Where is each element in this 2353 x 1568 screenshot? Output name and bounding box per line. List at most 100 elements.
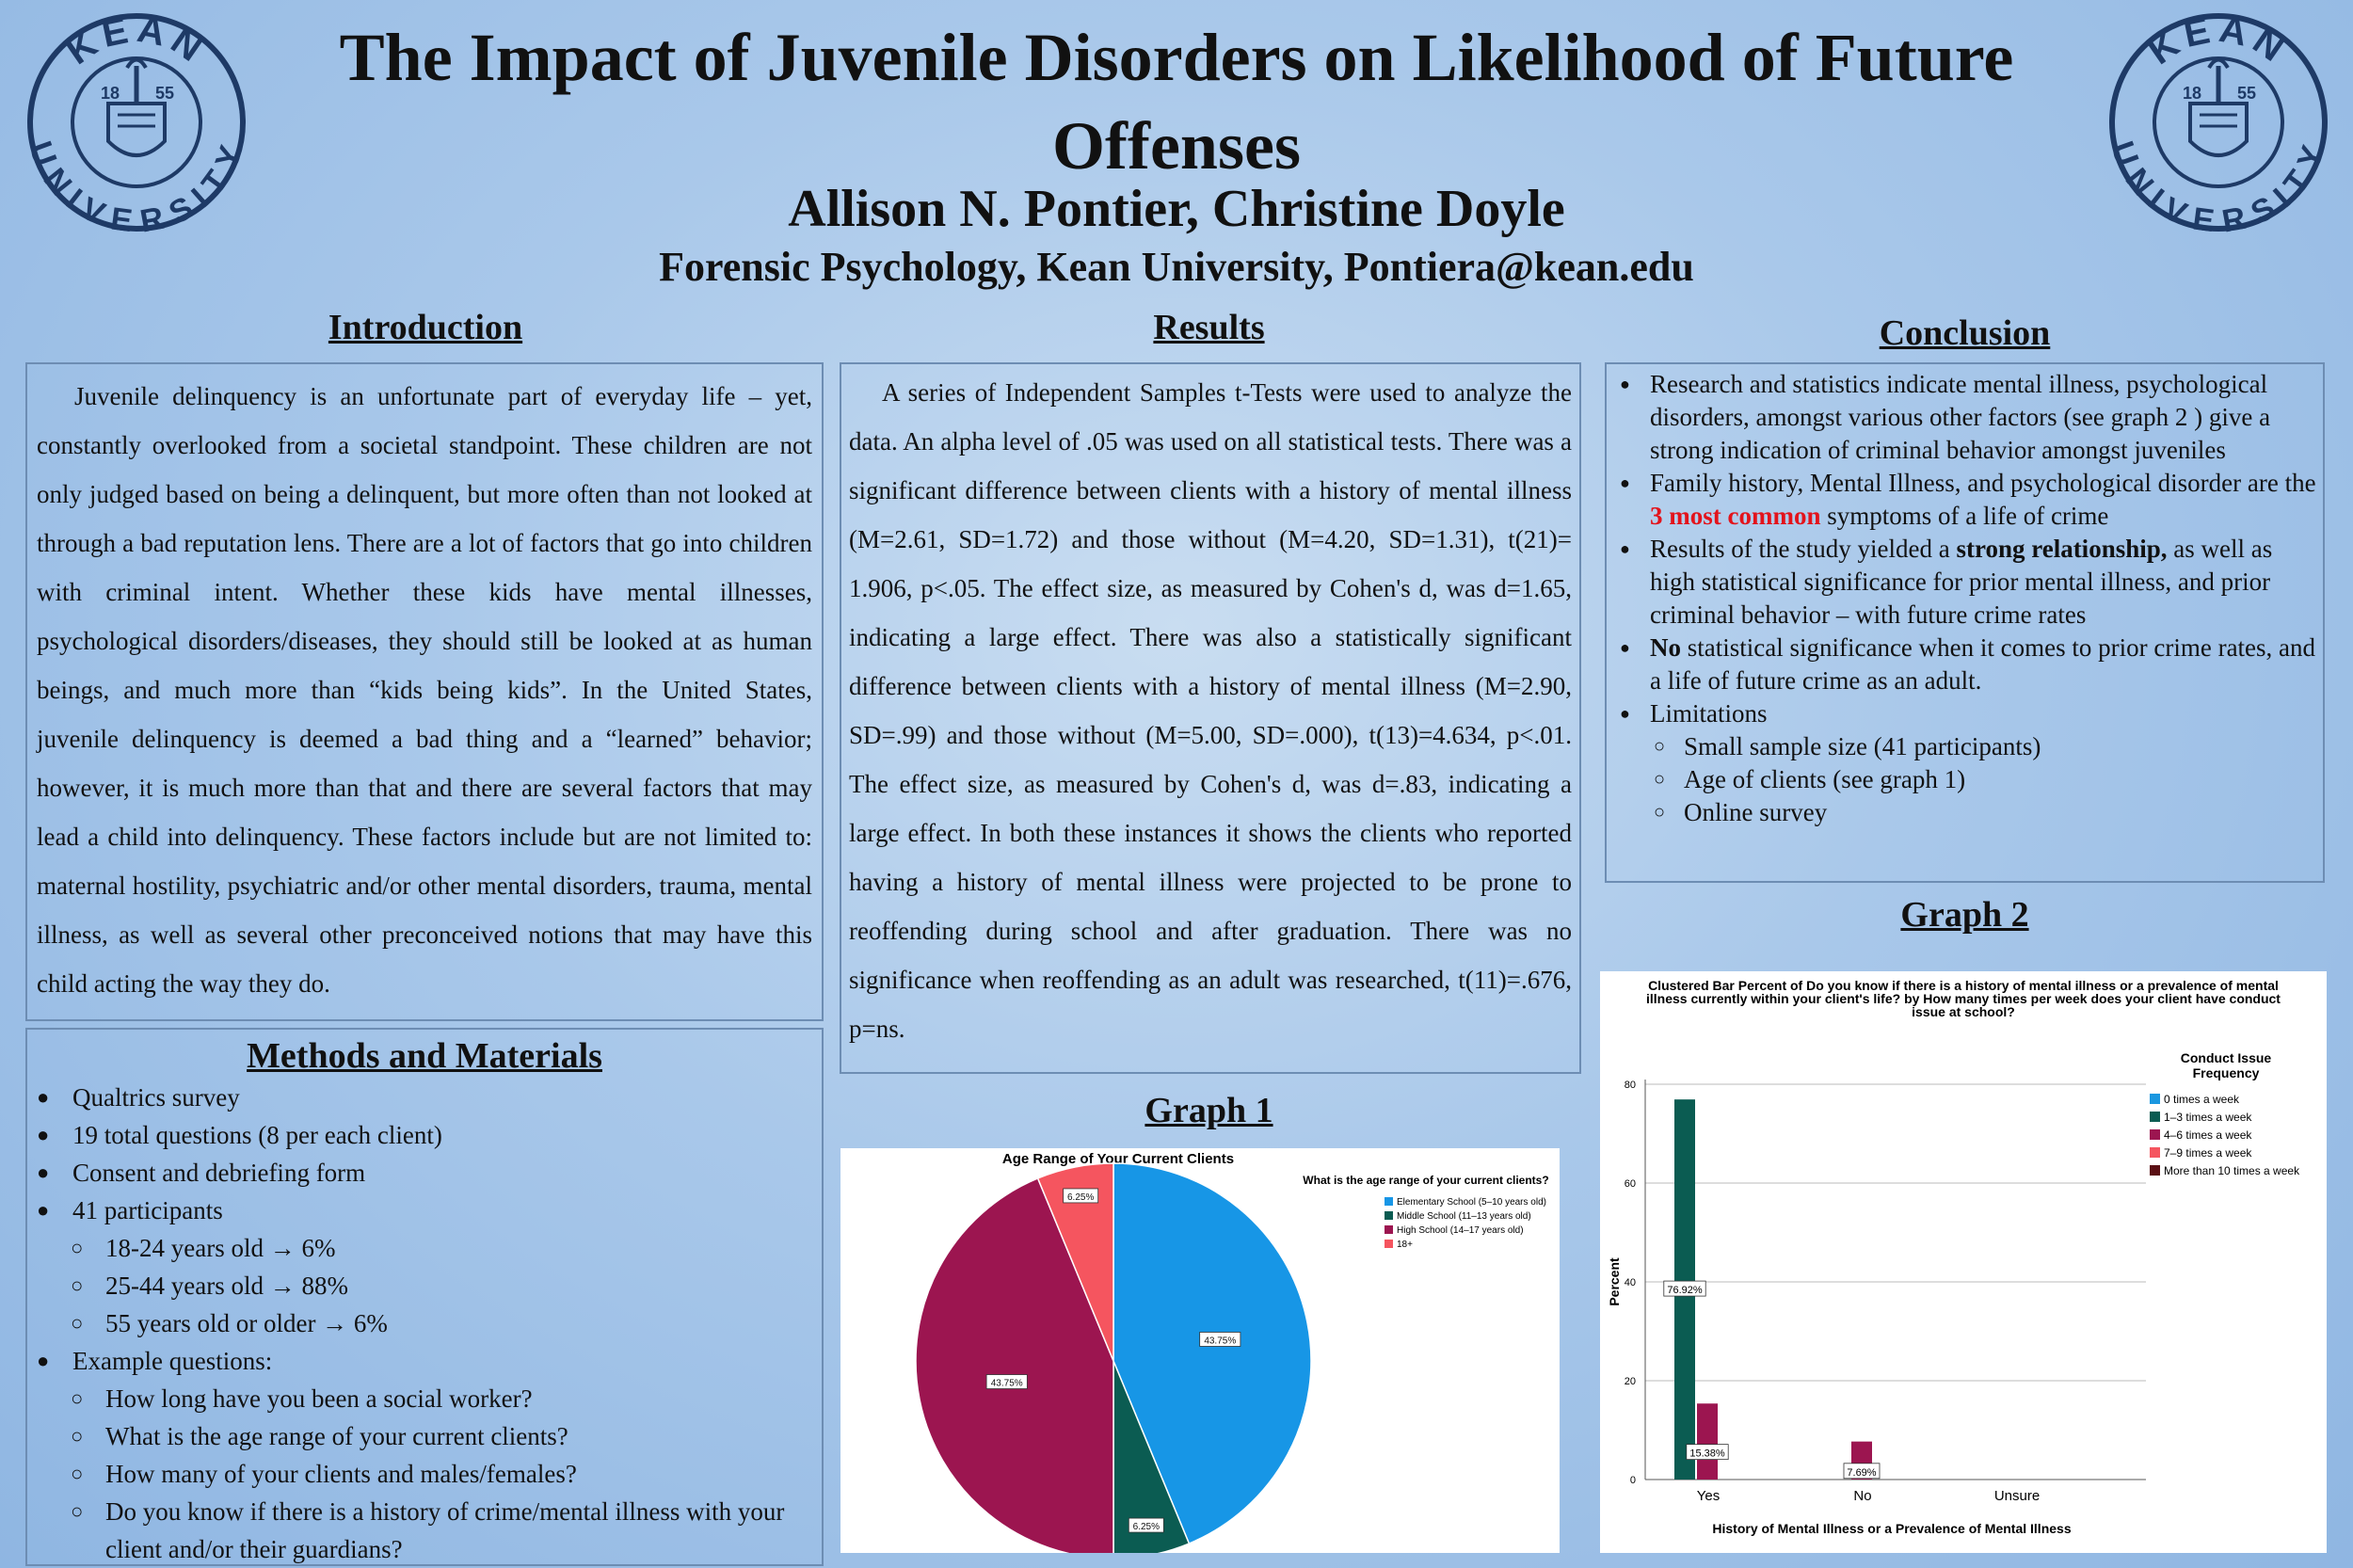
pie-legend-label-2: High School (14–17 years old)	[1397, 1225, 1524, 1236]
pie-legend-swatch-2	[1385, 1225, 1393, 1234]
kean-logo-right: KEAN UNIVERSITY 18 55	[2104, 8, 2331, 240]
bar-ytick-3: 60	[1625, 1178, 1636, 1190]
bar-data-label-2: 7.69%	[1847, 1467, 1876, 1479]
bar-xlabel: History of Mental Illness or a Prevalenc…	[1712, 1521, 2071, 1536]
methods-subitem: 18-24 years old → 6%	[35, 1229, 814, 1267]
methods-heading: Methods and Materials	[247, 1036, 602, 1076]
methods-box: Methods and Materials Qualtrics survey19…	[25, 1028, 824, 1566]
title-line-2: Offenses	[1052, 108, 1301, 184]
methods-subitem: 25-44 years old → 88%	[35, 1267, 814, 1304]
bar-ytick-2: 40	[1625, 1277, 1636, 1288]
methods-item: Qualtrics survey	[35, 1079, 814, 1116]
bar-legend-swatch-0	[2150, 1094, 2160, 1104]
methods-list: Qualtrics survey19 total questions (8 pe…	[35, 1079, 814, 1568]
methods-subitem: 55 years old or older → 6%	[35, 1304, 814, 1342]
methods-item: Example questions:	[35, 1342, 814, 1380]
conclusion-item: Research and statistics indicate mental …	[1612, 368, 2317, 467]
bar-label-box-0	[1663, 1280, 1706, 1297]
bar-data-label-1: 15.38%	[1689, 1448, 1725, 1460]
limitation-item: Online survey	[1612, 796, 2317, 829]
bar-legend-title-1: Frequency	[2193, 1065, 2260, 1080]
bar-label-box-2	[1843, 1463, 1881, 1480]
authors: Allison N. Pontier, Christine Doyle	[788, 180, 1565, 238]
pie-slice-3	[1036, 1162, 1114, 1362]
conclusion-heading: Conclusion	[1879, 313, 2051, 353]
bar-legend-swatch-2	[2150, 1129, 2160, 1140]
pie-data-label-2: 43.75%	[991, 1379, 1023, 1389]
bar-legend-label-1: 1–3 times a week	[2164, 1111, 2252, 1124]
bar-ylabel: Percent	[1607, 1257, 1622, 1306]
pie-label-box-1	[1128, 1517, 1164, 1533]
bar-label-box-1	[1686, 1444, 1729, 1461]
methods-subitem: How long have you been a social worker?	[35, 1380, 814, 1417]
introduction-text: Juvenile delinquency is an unfortunate p…	[37, 382, 812, 998]
introduction-box: Juvenile delinquency is an unfortunate p…	[25, 362, 824, 1021]
graph2-heading: Graph 2	[1900, 895, 2029, 935]
bar-legend-label-2: 4–6 times a week	[2164, 1128, 2252, 1142]
limitation-item: Age of clients (see graph 1)	[1612, 763, 2317, 796]
graph1-chart: Age Range of Your Current Clients 43.75% 6…	[840, 1148, 1560, 1560]
bar-ytick-4: 80	[1625, 1080, 1636, 1091]
bar-title-line-2: issue at school?	[1912, 1004, 2015, 1019]
methods-subitem: How many of your clients and males/femal…	[35, 1455, 814, 1493]
conclusion-box: Research and statistics indicate mental …	[1605, 362, 2325, 883]
methods-subitem: Do you know if there is a history of cri…	[35, 1493, 814, 1568]
affiliation: Forensic Psychology, Kean University, Po…	[659, 244, 1694, 290]
bar-xtick-2: Unsure	[1994, 1488, 2040, 1504]
bar-ytick-0: 0	[1630, 1475, 1636, 1486]
seal-year-left: 18	[2183, 84, 2201, 103]
bar-data-label-0: 76.92%	[1667, 1285, 1703, 1296]
bar-legend-swatch-3	[2150, 1147, 2160, 1158]
bar-legend-label-4: More than 10 times a week	[2164, 1164, 2300, 1177]
kean-university-seal-icon: KEAN UNIVERSITY 18 55	[2104, 8, 2328, 240]
seal-year-right: 55	[2237, 84, 2256, 103]
pie-chart: Age Range of Your Current Clients 43.75% 6…	[915, 1151, 1549, 1560]
bar-ytick-1: 20	[1625, 1376, 1636, 1387]
methods-item: 41 participants	[35, 1192, 814, 1229]
pie-slice-2	[915, 1177, 1114, 1560]
conclusion-item: Results of the study yielded a strong re…	[1612, 533, 2317, 632]
title-line-1: The Impact of Juvenile Disorders on Like…	[339, 20, 2014, 95]
bar-0-2	[1697, 1403, 1718, 1480]
pie-legend-label-1: Middle School (11–13 years old)	[1397, 1211, 1531, 1222]
bar-legend-title-0: Conduct Issue	[2181, 1050, 2272, 1065]
pie-legend-swatch-3	[1385, 1240, 1393, 1248]
seal-top-text: KEAN	[59, 9, 215, 72]
pie-title: Age Range of Your Current Clients	[1002, 1151, 1234, 1167]
kean-logo-left: KEAN UNIVERSITY 18 55	[22, 8, 249, 240]
results-box: A series of Independent Samples t-Tests …	[840, 362, 1581, 1074]
bar-title-line-1: illness currently within your client's l…	[1646, 991, 2281, 1006]
bar-legend-label-0: 0 times a week	[2164, 1093, 2240, 1106]
methods-subitem: What is the age range of your current cl…	[35, 1417, 814, 1455]
limitation-item: Small sample size (41 participants)	[1612, 730, 2317, 763]
poster-title: The Impact of Juvenile Disorders on Like…	[254, 13, 2099, 190]
introduction-heading: Introduction	[328, 308, 523, 347]
pie-label-box-3	[1063, 1188, 1099, 1204]
highlight-red: 3 most common	[1650, 502, 1821, 530]
conclusion-item: Family history, Mental Illness, and psyc…	[1612, 467, 2317, 533]
methods-item: Consent and debriefing form	[35, 1154, 814, 1192]
pie-legend-title: What is the age range of your current cl…	[1303, 1174, 1548, 1187]
bar-title-line-0: Clustered Bar Percent of Do you know if …	[1648, 978, 2279, 993]
bar-chart: Clustered Bar Percent of Do you know if …	[1607, 978, 2300, 1536]
conclusion-list: Research and statistics indicate mental …	[1612, 368, 2317, 829]
pie-legend-label-0: Elementary School (5–10 years old)	[1397, 1197, 1546, 1208]
pie-data-label-1: 6.25%	[1133, 1522, 1160, 1532]
pie-legend-label-3: 18+	[1397, 1240, 1413, 1250]
pie-slice-0	[1112, 1162, 1312, 1544]
methods-item: 19 total questions (8 per each client)	[35, 1116, 814, 1154]
seal-year-left: 18	[101, 84, 120, 103]
results-text: A series of Independent Samples t-Tests …	[849, 378, 1572, 1043]
conclusion-item: Limitations	[1612, 697, 2317, 730]
bar-legend-swatch-1	[2150, 1112, 2160, 1122]
pie-label-box-2	[985, 1374, 1028, 1389]
bar-xtick-1: No	[1853, 1488, 1871, 1504]
graph2-chart: Clustered Bar Percent of Do you know if …	[1600, 971, 2327, 1553]
bar-xtick-0: Yes	[1697, 1488, 1720, 1504]
conclusion-item: No statistical significance when it come…	[1612, 632, 2317, 697]
seal-year-right: 55	[155, 84, 174, 103]
pie-data-label-0: 43.75%	[1204, 1336, 1236, 1346]
kean-university-seal-icon: KEAN UNIVERSITY 18 55	[22, 8, 246, 240]
seal-top-text: KEAN	[2141, 9, 2297, 72]
pie-legend-swatch-0	[1385, 1197, 1393, 1206]
